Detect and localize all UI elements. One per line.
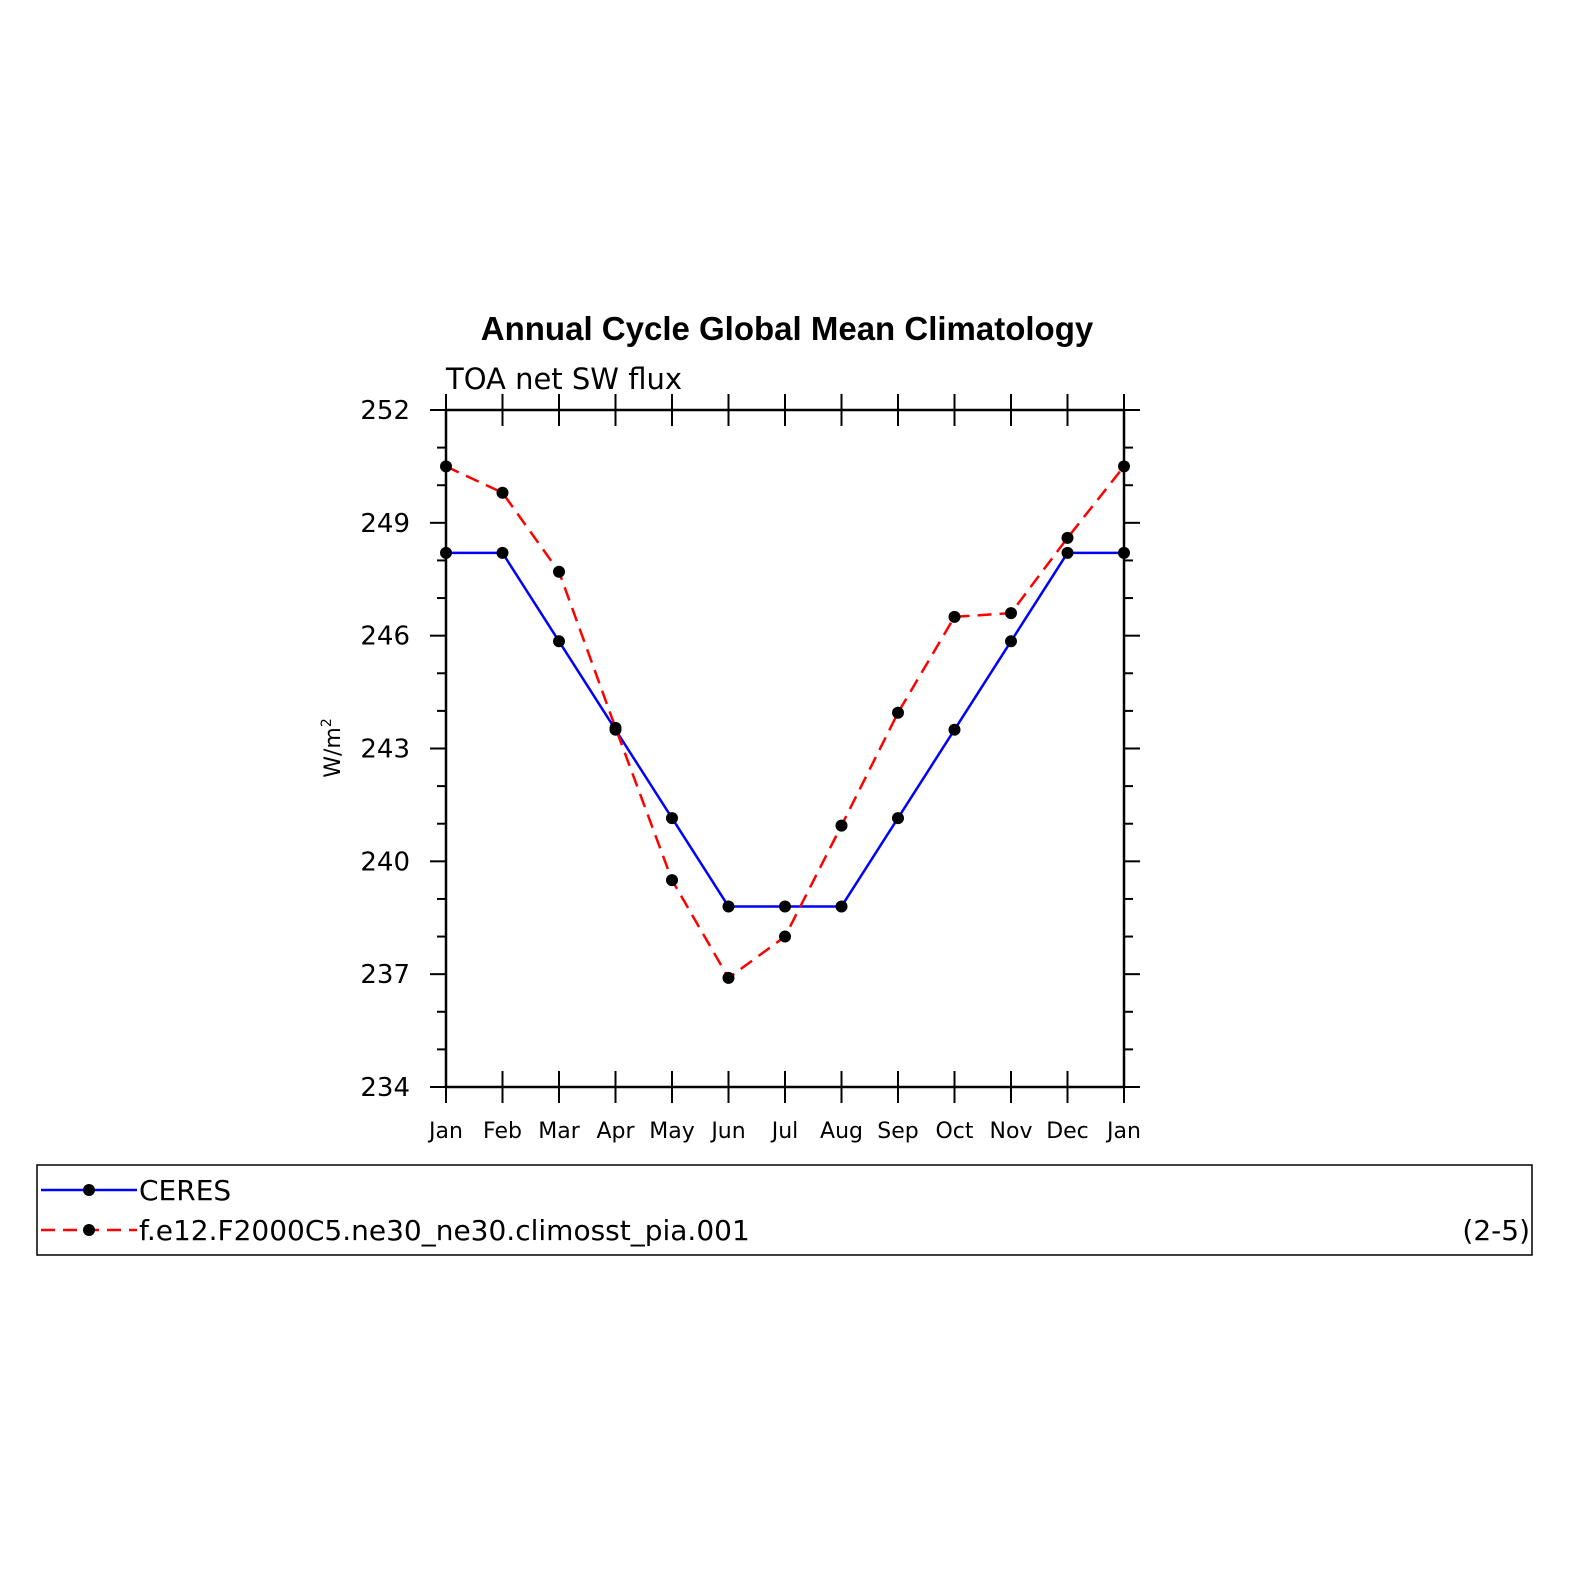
series-0-point — [666, 812, 678, 825]
x-tick-label: May — [649, 1119, 694, 1144]
y-axis-label-base: W/m — [321, 727, 346, 778]
x-tick-label: Apr — [596, 1119, 635, 1144]
x-tick-label: Aug — [820, 1119, 863, 1144]
y-tick-label: 246 — [360, 622, 410, 652]
series-1-point — [779, 930, 791, 943]
x-tick-label: Oct — [935, 1119, 973, 1144]
legend: CERES f.e12.F2000C5.ne30_ne30.climosst_pi… — [36, 1164, 1533, 1256]
x-tick-label: Mar — [538, 1119, 580, 1144]
series-0-point — [892, 812, 904, 825]
series-1-point — [496, 486, 509, 499]
x-tick-label: Dec — [1046, 1119, 1089, 1144]
x-tick-label: Nov — [990, 1119, 1033, 1144]
y-tick-label: 243 — [360, 735, 410, 765]
y-tick-label: 237 — [360, 960, 410, 990]
legend-label-0: CERES — [139, 1174, 231, 1207]
series-1-point — [892, 706, 904, 719]
legend-label-1: f.e12.F2000C5.ne30_ne30.climosst_pia.001 — [139, 1214, 750, 1247]
svg-text:W/m2: W/m2 — [319, 718, 346, 778]
series-0-point — [1005, 635, 1017, 648]
series-1-point — [440, 460, 452, 473]
x-tick-label: Feb — [483, 1119, 522, 1144]
legend-note: (2-5) — [1462, 1214, 1530, 1247]
y-axis-label: W/m2 — [319, 718, 346, 778]
plot-area: 234 237 240 243 246 249 252 Jan Feb Mar Apr May Jun J… — [360, 394, 1141, 1144]
y-tick-label: 240 — [360, 847, 410, 877]
plot-frame — [444, 408, 1126, 1089]
y-axis-label-sup: 2 — [319, 718, 335, 727]
series-1-point — [1118, 460, 1130, 473]
series-1-point — [722, 971, 735, 984]
series-line-0 — [446, 551, 1124, 908]
chart-subtitle: TOA net SW flux — [445, 362, 682, 396]
legend-box — [36, 1164, 1533, 1256]
series-0-point — [440, 546, 452, 559]
x-tick-label: Jan — [427, 1119, 463, 1144]
x-tick-label: Sep — [877, 1119, 918, 1144]
series-1-point — [948, 610, 961, 623]
series-1-point — [553, 565, 565, 578]
y-tick-label: 249 — [360, 509, 410, 539]
series-1-point — [609, 721, 622, 734]
series-1-point — [666, 874, 678, 887]
legend-marker-0 — [83, 1184, 95, 1196]
series-0-point — [948, 723, 961, 736]
series-0-point — [496, 546, 509, 559]
series-0-point — [722, 900, 735, 913]
series-1-point — [835, 819, 848, 832]
x-tick-label: Jun — [709, 1119, 745, 1144]
y-tick-label: 234 — [360, 1073, 410, 1103]
series-0-point — [1118, 546, 1130, 559]
y-tick-label: 252 — [360, 396, 410, 426]
series-0-point — [1061, 546, 1074, 559]
series-0-point — [779, 900, 791, 913]
x-tick-label: Jul — [770, 1119, 799, 1144]
series-0-point — [553, 635, 565, 648]
x-tick-label: Jan — [1105, 1119, 1141, 1144]
series-1-point — [1005, 607, 1017, 620]
chart-title: Annual Cycle Global Mean Climatology — [481, 310, 1094, 347]
series-1-point — [1061, 531, 1074, 544]
legend-marker-1 — [83, 1224, 95, 1236]
series-0-point — [835, 900, 848, 913]
